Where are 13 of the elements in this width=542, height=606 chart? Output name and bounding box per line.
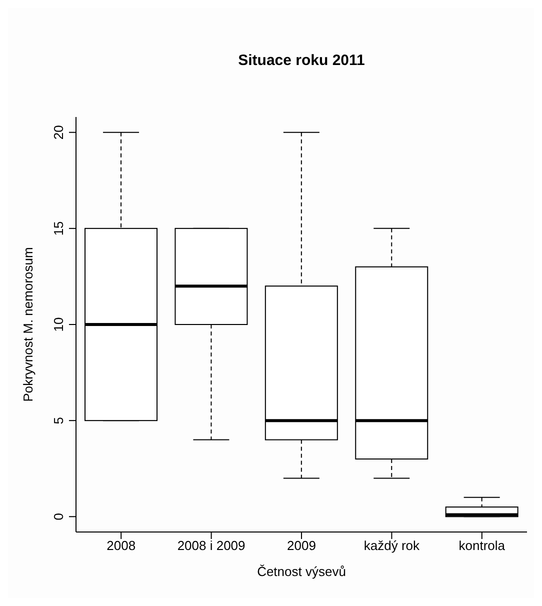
y-tick-label: 5 bbox=[51, 416, 66, 424]
y-tick-label: 0 bbox=[51, 513, 66, 520]
x-axis-title: Četnost výsevů bbox=[257, 564, 346, 579]
x-tick-label: kontrola bbox=[458, 538, 506, 554]
chart-title: Situace roku 2011 bbox=[237, 52, 366, 69]
x-tick-label: 2008 i 2009 bbox=[177, 538, 246, 554]
y-tick-label: 20 bbox=[51, 125, 66, 140]
x-tick-label: 2009 bbox=[287, 538, 316, 554]
y-tick-label: 10 bbox=[51, 317, 66, 332]
x-tick-label: 2008 bbox=[106, 538, 136, 554]
y-tick-label: 15 bbox=[51, 221, 66, 236]
y-axis-title: Pokryvnost M. nemorosum bbox=[20, 247, 36, 402]
x-tick-label: každý rok bbox=[364, 538, 420, 554]
